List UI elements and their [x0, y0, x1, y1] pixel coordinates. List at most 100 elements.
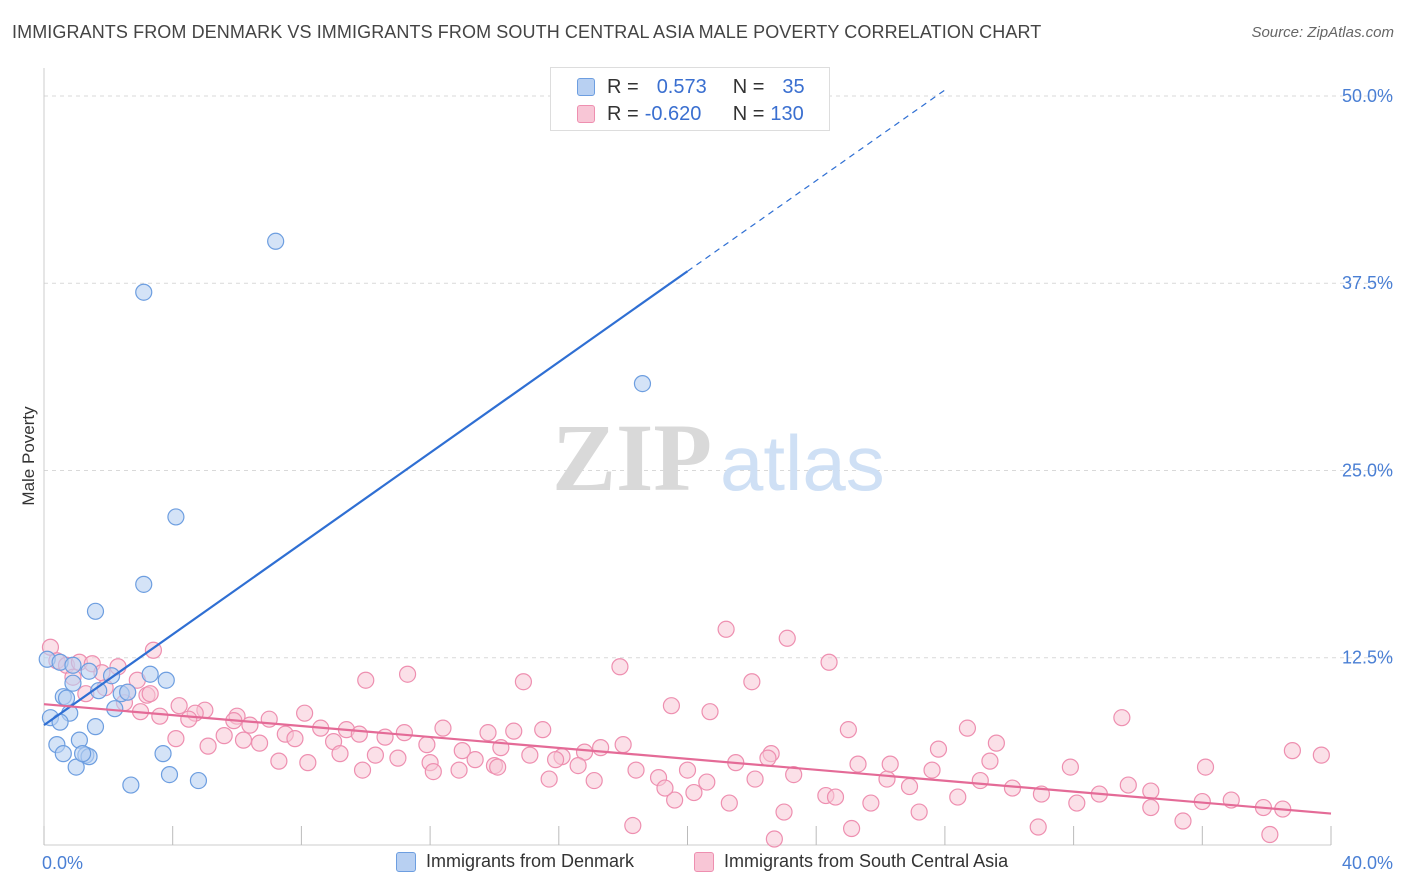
source-label: Source: ZipAtlas.com	[1251, 24, 1394, 41]
pink-point	[746, 770, 764, 788]
watermark: ZIP atlas	[552, 404, 885, 511]
blue-point	[633, 375, 652, 393]
legend-n-value: 35	[782, 75, 805, 98]
blue-point	[86, 718, 105, 736]
bottom-legend-denmark: Immigrants from Denmark	[396, 851, 634, 872]
blue-point	[86, 602, 105, 620]
legend-n-value: 130	[770, 102, 804, 125]
pink-point	[981, 752, 999, 770]
pink-point	[701, 703, 719, 721]
legend-row-denmark: R = 0.573 N = 35	[551, 74, 805, 100]
pink-point	[1119, 776, 1137, 794]
bottom-swatch-blue	[396, 851, 416, 872]
pink-point	[270, 752, 288, 770]
pink-point	[923, 761, 941, 779]
pink-point	[199, 737, 217, 755]
pink-point	[627, 761, 645, 779]
pink-point	[141, 685, 159, 703]
pink-point	[929, 740, 948, 758]
bottom-legend-label: Immigrants from South Central Asia	[724, 851, 1009, 871]
pink-point	[958, 719, 977, 737]
pink-point	[900, 777, 919, 796]
pink-point	[862, 794, 880, 812]
pink-point	[949, 788, 967, 806]
blue-point	[64, 674, 82, 692]
legend-r-value: -0.620	[644, 102, 702, 125]
pink-point	[424, 762, 442, 781]
pink-point	[785, 765, 803, 784]
pink-point	[585, 771, 603, 790]
pink-point	[389, 749, 407, 767]
pink-point	[376, 728, 394, 746]
pink-point	[826, 788, 845, 806]
x-tick-label-max: 40.0%	[1342, 853, 1393, 873]
blue-point	[57, 689, 76, 707]
blue-point	[54, 745, 72, 763]
pink-point	[666, 791, 684, 809]
pink-point	[395, 724, 413, 742]
pink-point	[842, 819, 861, 838]
pink-point	[1196, 758, 1215, 776]
pink-point	[1068, 794, 1086, 812]
pink-point	[170, 697, 188, 715]
pink-point	[366, 746, 385, 764]
pink-point	[910, 803, 928, 821]
pink-point	[418, 736, 436, 754]
blue-point	[157, 671, 175, 689]
bottom-legend-label: Immigrants from Denmark	[426, 851, 635, 871]
pink-point	[151, 707, 169, 725]
bottom-legend-south-central-asia: Immigrants from South Central Asia	[694, 851, 1008, 872]
blue-point	[64, 656, 82, 674]
pink-point	[717, 620, 735, 638]
pink-point	[521, 746, 539, 764]
pink-point	[698, 773, 716, 791]
pink-point	[1003, 779, 1022, 797]
pink-point	[286, 730, 304, 748]
pink-point	[250, 734, 269, 752]
pink-point	[1174, 812, 1192, 830]
pink-point	[775, 803, 793, 821]
blue-point	[141, 665, 159, 683]
legend-n-label: N =	[732, 102, 765, 125]
pink-point	[398, 665, 417, 683]
pink-point	[839, 721, 857, 739]
stats-legend: R = 0.573 N = 35 R = -0.620 N = 130	[550, 67, 830, 131]
pink-point	[624, 816, 642, 835]
pink-point	[720, 794, 738, 812]
bottom-swatch-pink	[694, 851, 714, 872]
pink-point	[241, 716, 259, 734]
pink-point	[505, 722, 523, 740]
pink-point	[466, 751, 484, 769]
pink-point	[546, 751, 565, 769]
pink-point	[759, 749, 777, 767]
pink-point	[215, 727, 233, 745]
pink-points	[41, 620, 1330, 848]
blue-point	[189, 771, 208, 790]
pink-point	[656, 779, 674, 797]
blue-point	[135, 575, 153, 593]
x-tick-label-min: 0.0%	[42, 853, 83, 873]
trend-line-denmark-extension	[687, 89, 946, 272]
pink-point	[453, 742, 471, 760]
blue-point	[135, 283, 153, 301]
pink-point	[489, 758, 507, 776]
blue-point	[119, 683, 137, 701]
pink-point	[540, 770, 558, 788]
pink-point	[353, 761, 372, 779]
pink-point	[350, 725, 368, 743]
pink-point	[778, 629, 796, 647]
legend-r-label: R =	[607, 75, 639, 98]
legend-n-label: N =	[732, 75, 765, 98]
legend-r-label: R =	[607, 102, 639, 125]
blue-point	[74, 745, 92, 763]
pink-point	[1142, 798, 1160, 817]
pink-point	[987, 734, 1005, 752]
legend-swatch-blue	[577, 78, 595, 96]
pink-point	[743, 673, 761, 691]
pink-point	[881, 755, 899, 773]
watermark-zip: ZIP	[552, 404, 712, 511]
pink-point	[514, 673, 533, 691]
pink-point	[569, 757, 587, 775]
pink-point	[614, 736, 632, 754]
